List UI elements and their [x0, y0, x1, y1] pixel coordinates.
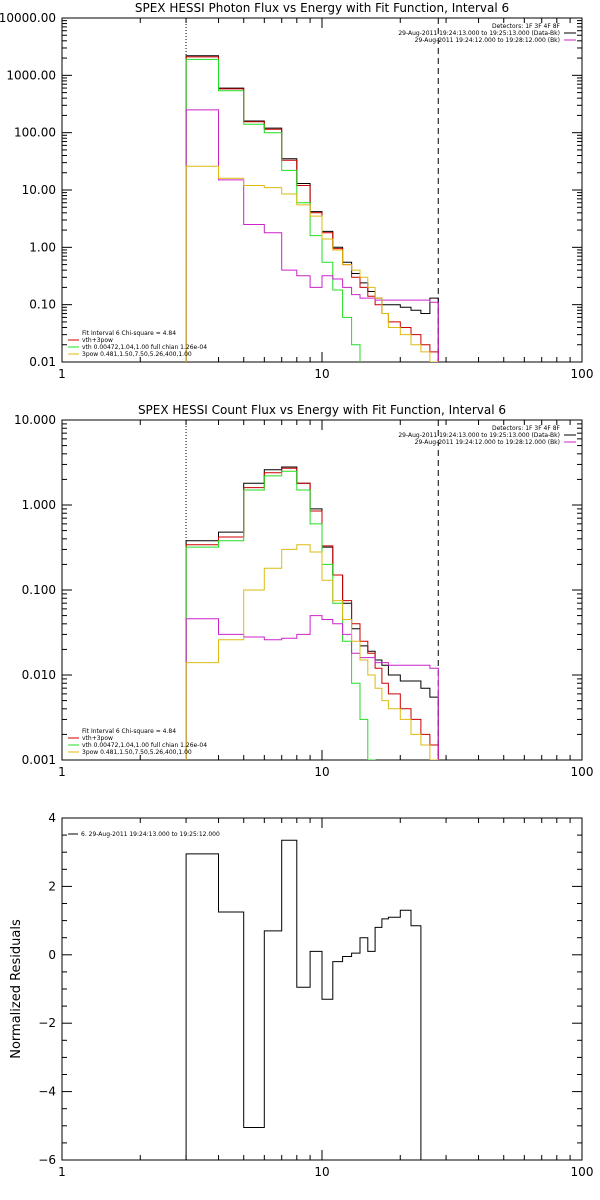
series-line-5 [185, 544, 439, 760]
x-tick-label: 100 [571, 765, 594, 779]
y-tick-label: 4 [48, 811, 56, 825]
legend-top-right-text: 29-Aug-2011 19:24:12.000 to 19:28:12.000… [415, 37, 560, 44]
x-tick-label: 1 [58, 367, 66, 381]
series-line-3 [185, 58, 361, 362]
legend-top-right-text: Detectors: 1F 3F 4F 8F [492, 425, 561, 432]
legend-top-right-text: Detectors: 1F 3F 4F 8F [492, 23, 561, 30]
y-tick-label: 2 [48, 879, 56, 893]
x-tick-label: 10 [314, 765, 329, 779]
legend-top-right-text: 29-Aug-2011 19:24:12.000 to 19:28:12.000… [415, 439, 560, 446]
series-line-2 [185, 467, 439, 760]
series-group [185, 55, 439, 362]
x-tick-label: 100 [571, 367, 594, 381]
legend-bottom-left-text: vth 0.00472,1.04,1.00 full chian 1.26e-0… [82, 742, 207, 749]
chart-title: SPEX HESSI Photon Flux vs Energy with Fi… [135, 1, 509, 15]
legend-bottom-left-text: vth+3pow [82, 735, 113, 742]
legend-top-right-text: 29-Aug-2011 19:24:13.000 to 19:25:13.000… [398, 432, 560, 439]
chart-3: Normalized Residuals 1 10 100 −6 −4 −2 0 2 4 6. 29… [9, 811, 594, 1179]
y-tick-label: 0 [48, 948, 56, 962]
y-tick-label: 1.00 [29, 240, 56, 254]
series-group [185, 839, 422, 1160]
y-tick-label: 0.10 [29, 298, 56, 312]
y-tick-label: 0.01 [29, 355, 56, 369]
legend-top-left-text: 6. 29-Aug-2011 19:24:13.000 to 19:25:12.… [81, 831, 220, 838]
plot-frame [61, 17, 583, 363]
series-line-1 [185, 839, 422, 1160]
legend-bottom-left-text: Fit Interval 6 Chi-square = 4.84 [82, 728, 176, 735]
y-tick-label: 10000.00 [0, 11, 56, 25]
series-line-5 [185, 165, 439, 362]
legend-bottom-left-text: vth+3pow [82, 337, 113, 344]
legend-top-right-text: 29-Aug-2011 19:24:13.000 to 19:25:13.000… [398, 30, 560, 37]
y-tick-label: −2 [38, 1016, 56, 1030]
series-line-4 [185, 615, 439, 760]
y-tick-label: 10.000 [14, 413, 56, 427]
legend-bottom-left-text: 3pow 0.481,1.50,7.50,5.26,400,1.00 [82, 749, 192, 756]
plot-frame [61, 419, 583, 761]
legend-bottom-left-text: vth 0.00472,1.04,1.00 full chian 1.26e-0… [82, 344, 207, 351]
y-tick-label: −6 [38, 1153, 56, 1167]
x-tick-label: 1 [58, 1165, 66, 1179]
y-tick-label: 100.00 [14, 126, 56, 140]
chart-1: SPEX HESSI Photon Flux vs Energy with Fi… [0, 1, 594, 381]
y-tick-label: 1.000 [22, 498, 56, 512]
series-group [185, 466, 439, 760]
series-line-4 [185, 109, 439, 362]
legend-bottom-left-text: 3pow 0.481,1.50,7.50,5.26,400,1.00 [82, 351, 192, 358]
y-tick-label: 0.010 [22, 668, 56, 682]
x-tick-label: 10 [314, 367, 329, 381]
chart-2: SPEX HESSI Count Flux vs Energy with Fit… [14, 403, 594, 779]
y-axis-label: Normalized Residuals [9, 919, 24, 1059]
y-tick-label: 10.00 [22, 183, 56, 197]
x-tick-label: 1 [58, 765, 66, 779]
x-tick-label: 10 [314, 1165, 329, 1179]
y-tick-label: 0.001 [22, 753, 56, 767]
series-line-3 [185, 470, 376, 760]
y-tick-label: 1000.00 [6, 68, 56, 82]
y-tick-label: −4 [38, 1085, 56, 1099]
y-tick-label: 0.100 [22, 583, 56, 597]
x-tick-label: 100 [571, 1165, 594, 1179]
legend-bottom-left-text: Fit Interval 6 Chi-square = 4.84 [82, 330, 176, 337]
plot-frame [61, 817, 583, 1161]
chart-title: SPEX HESSI Count Flux vs Energy with Fit… [138, 403, 506, 417]
